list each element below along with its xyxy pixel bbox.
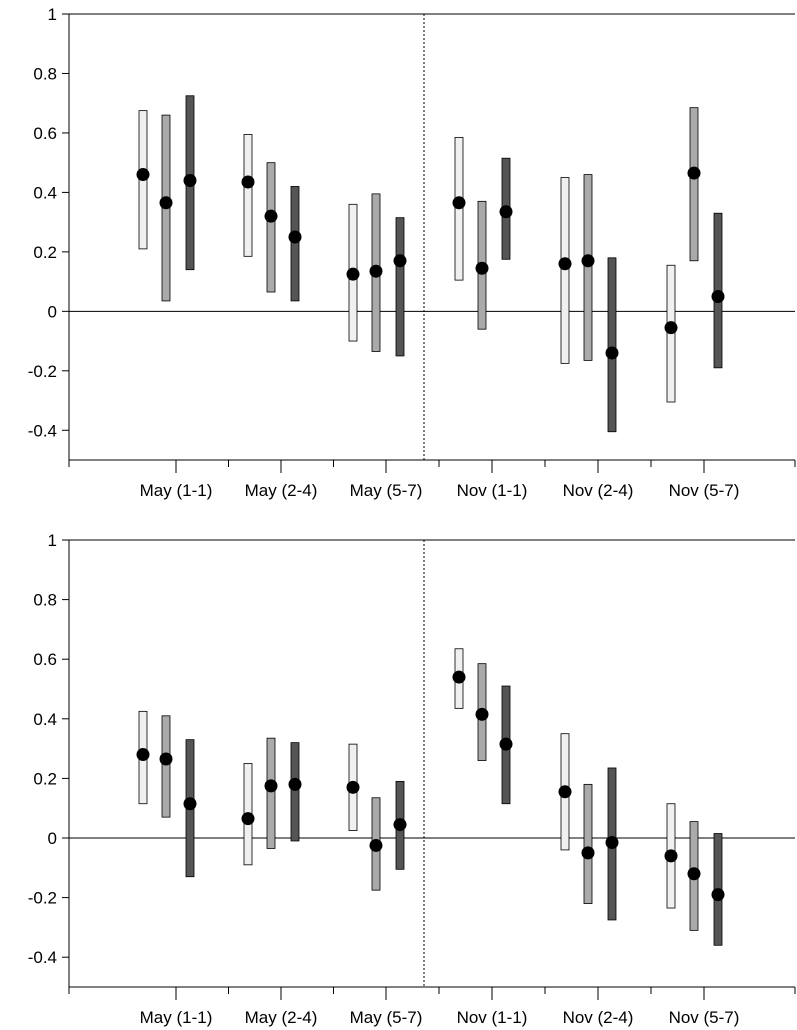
mean-point-s3-c3 bbox=[393, 818, 407, 832]
mean-point-s2-c3 bbox=[369, 838, 383, 852]
mean-point-s2-c6 bbox=[687, 867, 701, 881]
mean-point-s1-c6 bbox=[664, 849, 678, 863]
chart-panel-bottom: -0.4 -0.2 0 0.2 0.4 0.6 0.8 1 May (1-1) May (2-4)… bbox=[28, 531, 796, 1027]
mean-point-s3-c5 bbox=[605, 346, 619, 360]
mean-point-s2-c4 bbox=[475, 261, 489, 275]
mean-point-s2-c1 bbox=[159, 752, 173, 766]
mean-point-s1-c3 bbox=[346, 780, 360, 794]
x-tick-label: May (2-4) bbox=[245, 1008, 318, 1027]
interval-bar-s3-c5 bbox=[607, 257, 617, 433]
mean-point-s2-c3 bbox=[369, 264, 383, 278]
y-tick-label: 0.4 bbox=[33, 183, 57, 202]
y-tick-label: -0.4 bbox=[28, 948, 57, 967]
mean-point-s2-c1 bbox=[159, 196, 173, 210]
y-tick-label: 0.2 bbox=[33, 243, 57, 262]
interval-bar-s2-c2 bbox=[266, 162, 276, 293]
x-tick-label: May (1-1) bbox=[140, 1008, 213, 1027]
y-tick-label: 0.6 bbox=[33, 650, 57, 669]
mean-point-s3-c4 bbox=[499, 737, 513, 751]
interval-bar-s2-c5 bbox=[583, 783, 593, 904]
mean-point-s1-c5 bbox=[558, 257, 572, 271]
y-tick-label: 0.2 bbox=[33, 769, 57, 788]
interval-bar-s2-c1 bbox=[161, 715, 171, 818]
mean-point-s1-c2 bbox=[241, 175, 255, 189]
mean-point-s1-c5 bbox=[558, 785, 572, 799]
y-tick-label: 0.8 bbox=[33, 591, 57, 610]
y-tick-label: 1 bbox=[48, 531, 57, 550]
x-tick-label: Nov (5-7) bbox=[669, 1008, 740, 1027]
interval-bar-s3-c3 bbox=[395, 217, 405, 357]
y-tick-label: 0 bbox=[48, 829, 57, 848]
interval-bar-s1-c2 bbox=[243, 134, 253, 257]
mean-point-s1-c1 bbox=[136, 168, 150, 182]
x-tick-label: May (5-7) bbox=[350, 1008, 423, 1027]
mean-point-s1-c1 bbox=[136, 748, 150, 762]
mean-point-s3-c6 bbox=[711, 888, 725, 902]
mean-point-s1-c4 bbox=[452, 196, 466, 210]
mean-point-s2-c5 bbox=[581, 846, 595, 860]
x-tick-label: Nov (1-1) bbox=[457, 481, 528, 500]
x-tick-label: Nov (2-4) bbox=[563, 481, 634, 500]
mean-point-s3-c6 bbox=[711, 289, 725, 303]
interval-bar-s3-c2 bbox=[290, 742, 300, 842]
x-tick-label: Nov (5-7) bbox=[669, 481, 740, 500]
interval-bar-s1-c5 bbox=[560, 177, 570, 364]
mean-point-s3-c2 bbox=[288, 230, 302, 244]
interval-bar-s2-c5 bbox=[583, 174, 593, 361]
mean-point-s1-c4 bbox=[452, 670, 466, 684]
mean-point-s3-c5 bbox=[605, 835, 619, 849]
interval-bar-s2-c2 bbox=[266, 737, 276, 849]
y-tick-label: -0.2 bbox=[28, 889, 57, 908]
chart-panel-top: -0.4 -0.2 0 0.2 0.4 0.6 0.8 1 May (1-1) May (2-4)… bbox=[28, 5, 796, 500]
y-tick-label: 0 bbox=[48, 302, 57, 321]
mean-point-s2-c6 bbox=[687, 166, 701, 180]
interval-bar-s3-c2 bbox=[290, 186, 300, 302]
interval-bar-s2-c6 bbox=[689, 107, 699, 262]
mean-point-s3-c1 bbox=[183, 174, 197, 188]
mean-point-s3-c4 bbox=[499, 205, 513, 219]
x-tick-label: Nov (1-1) bbox=[457, 1008, 528, 1027]
x-tick-label: May (1-1) bbox=[140, 481, 213, 500]
y-tick-label: 0.6 bbox=[33, 124, 57, 143]
mean-point-s2-c4 bbox=[475, 707, 489, 721]
y-tick-label: 0.4 bbox=[33, 710, 57, 729]
y-tick-label: -0.2 bbox=[28, 362, 57, 381]
y-tick-label: -0.4 bbox=[28, 421, 57, 440]
mean-point-s3-c1 bbox=[183, 797, 197, 811]
y-tick-label: 0.8 bbox=[33, 64, 57, 83]
y-tick-label: 1 bbox=[48, 5, 57, 24]
x-tick-label: May (5-7) bbox=[350, 481, 423, 500]
mean-point-s3-c2 bbox=[288, 777, 302, 791]
x-tick-label: May (2-4) bbox=[245, 481, 318, 500]
mean-point-s1-c2 bbox=[241, 812, 255, 826]
mean-point-s2-c5 bbox=[581, 254, 595, 268]
mean-point-s1-c3 bbox=[346, 267, 360, 281]
mean-point-s2-c2 bbox=[264, 209, 278, 223]
mean-point-s1-c6 bbox=[664, 321, 678, 335]
mean-point-s2-c2 bbox=[264, 779, 278, 793]
x-tick-label: Nov (2-4) bbox=[563, 1008, 634, 1027]
mean-point-s3-c3 bbox=[393, 254, 407, 268]
